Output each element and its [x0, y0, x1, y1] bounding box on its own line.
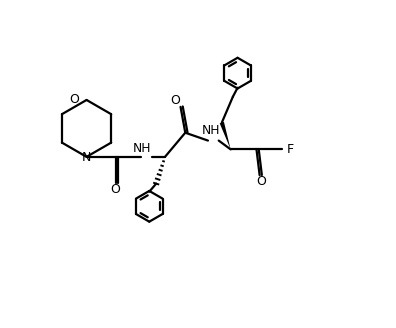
- Text: NH: NH: [133, 142, 151, 155]
- Text: O: O: [69, 93, 79, 107]
- Text: N: N: [82, 152, 91, 164]
- Text: F: F: [287, 143, 294, 156]
- Text: NH: NH: [202, 124, 220, 137]
- Text: O: O: [256, 175, 266, 188]
- Polygon shape: [220, 122, 230, 149]
- Text: O: O: [171, 94, 181, 107]
- Text: O: O: [110, 183, 120, 196]
